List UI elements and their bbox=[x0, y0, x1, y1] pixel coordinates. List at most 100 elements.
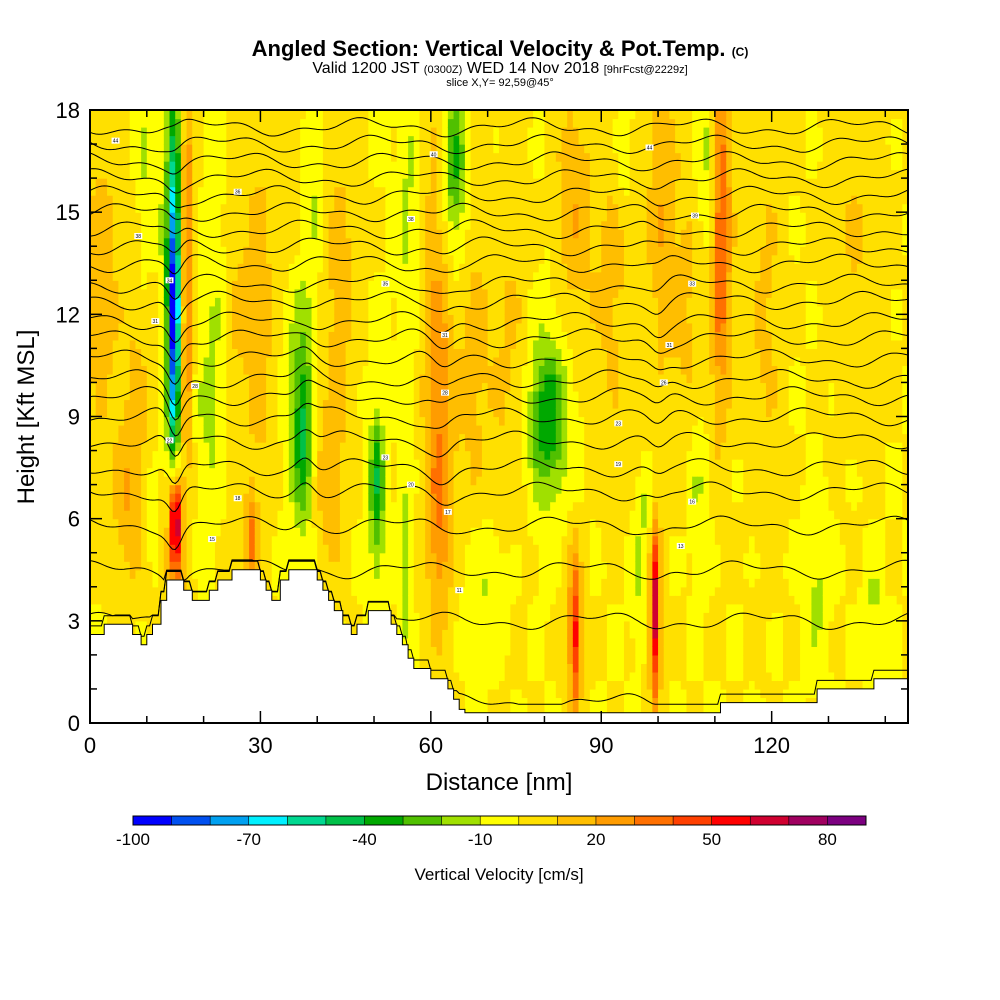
velocity-cell bbox=[408, 178, 415, 188]
velocity-cell bbox=[391, 595, 398, 605]
velocity-cell bbox=[464, 688, 472, 699]
velocity-cell bbox=[214, 314, 222, 324]
velocity-cell bbox=[356, 118, 364, 128]
velocity-cell bbox=[408, 561, 415, 571]
velocity-cell bbox=[209, 561, 216, 571]
velocity-cell bbox=[334, 135, 341, 145]
velocity-cell bbox=[169, 510, 176, 520]
velocity-cell bbox=[294, 365, 301, 375]
velocity-cell bbox=[192, 442, 199, 452]
velocity-cell bbox=[305, 450, 313, 460]
velocity-cell bbox=[175, 373, 182, 384]
velocity-cell bbox=[95, 510, 102, 520]
velocity-cell bbox=[317, 425, 324, 435]
velocity-cell bbox=[214, 518, 222, 528]
velocity-cell bbox=[442, 476, 449, 486]
velocity-cell bbox=[124, 612, 131, 622]
velocity-cell bbox=[305, 433, 313, 443]
velocity-cell bbox=[266, 178, 273, 188]
velocity-cell bbox=[107, 237, 114, 247]
velocity-cell bbox=[254, 110, 262, 120]
velocity-cell bbox=[317, 484, 324, 494]
velocity-cell bbox=[470, 237, 477, 247]
velocity-cell bbox=[118, 425, 125, 435]
velocity-cell bbox=[419, 527, 426, 537]
velocity-cell bbox=[271, 510, 279, 520]
velocity-cell bbox=[271, 322, 279, 332]
velocity-cell bbox=[385, 552, 392, 562]
velocity-cell bbox=[146, 169, 154, 179]
velocity-cell bbox=[391, 297, 398, 307]
velocity-cell bbox=[334, 586, 341, 596]
velocity-cell bbox=[396, 416, 404, 426]
velocity-cell bbox=[254, 186, 262, 196]
velocity-cell bbox=[339, 195, 347, 205]
velocity-cell bbox=[385, 390, 392, 401]
velocity-cell bbox=[453, 544, 460, 554]
velocity-cell bbox=[129, 552, 137, 562]
velocity-cell bbox=[362, 407, 369, 418]
velocity-cell bbox=[385, 322, 392, 332]
velocity-cell bbox=[169, 195, 176, 205]
velocity-cell bbox=[95, 178, 102, 188]
velocity-cell bbox=[209, 510, 216, 520]
velocity-cell bbox=[175, 254, 182, 264]
velocity-cell bbox=[237, 518, 244, 528]
velocity-cell bbox=[385, 433, 392, 443]
velocity-cell bbox=[197, 484, 205, 494]
velocity-cell bbox=[374, 433, 381, 443]
velocity-cell bbox=[470, 348, 477, 358]
velocity-cell bbox=[112, 169, 119, 179]
velocity-cell bbox=[254, 220, 262, 230]
velocity-cell bbox=[237, 416, 244, 426]
velocity-cell bbox=[351, 237, 358, 247]
velocity-cell bbox=[232, 518, 239, 528]
velocity-cell bbox=[436, 433, 443, 443]
velocity-cell bbox=[322, 518, 330, 528]
velocity-cell bbox=[214, 237, 222, 247]
velocity-cell bbox=[203, 356, 210, 367]
velocity-cell bbox=[391, 305, 398, 315]
velocity-cell bbox=[141, 425, 148, 435]
velocity-cell bbox=[476, 603, 483, 613]
velocity-cell bbox=[203, 390, 210, 401]
velocity-cell bbox=[90, 399, 97, 409]
velocity-cell bbox=[180, 510, 188, 520]
velocity-cell bbox=[442, 348, 449, 358]
velocity-cell bbox=[203, 110, 210, 120]
velocity-cell bbox=[317, 450, 324, 460]
velocity-cell bbox=[288, 118, 296, 128]
velocity-cell bbox=[402, 246, 409, 256]
velocity-cell bbox=[334, 510, 341, 520]
velocity-cell bbox=[226, 314, 233, 324]
velocity-cell bbox=[396, 212, 404, 222]
velocity-cell bbox=[180, 169, 188, 179]
velocity-cell bbox=[470, 186, 477, 196]
velocity-cell bbox=[345, 535, 352, 545]
velocity-cell bbox=[90, 459, 97, 469]
velocity-cell bbox=[464, 680, 472, 690]
velocity-cell bbox=[243, 561, 250, 571]
velocity-cell bbox=[197, 195, 205, 205]
velocity-cell bbox=[396, 254, 404, 264]
velocity-cell bbox=[107, 331, 114, 341]
velocity-cell bbox=[300, 459, 307, 469]
velocity-cell bbox=[101, 331, 108, 341]
velocity-cell bbox=[453, 603, 460, 613]
velocity-cell bbox=[107, 288, 114, 298]
velocity-cell bbox=[288, 561, 296, 571]
velocity-cell bbox=[374, 339, 381, 349]
velocity-cell bbox=[334, 501, 341, 511]
velocity-cell bbox=[135, 152, 142, 162]
velocity-cell bbox=[328, 135, 335, 145]
velocity-cell bbox=[203, 433, 210, 443]
velocity-cell bbox=[158, 433, 165, 443]
velocity-cell bbox=[232, 271, 239, 281]
velocity-cell bbox=[260, 561, 267, 571]
velocity-cell bbox=[374, 186, 381, 196]
velocity-cell bbox=[481, 697, 489, 707]
velocity-cell bbox=[107, 586, 114, 596]
velocity-cell bbox=[413, 110, 421, 120]
velocity-cell bbox=[101, 535, 108, 545]
velocity-cell bbox=[322, 152, 330, 162]
